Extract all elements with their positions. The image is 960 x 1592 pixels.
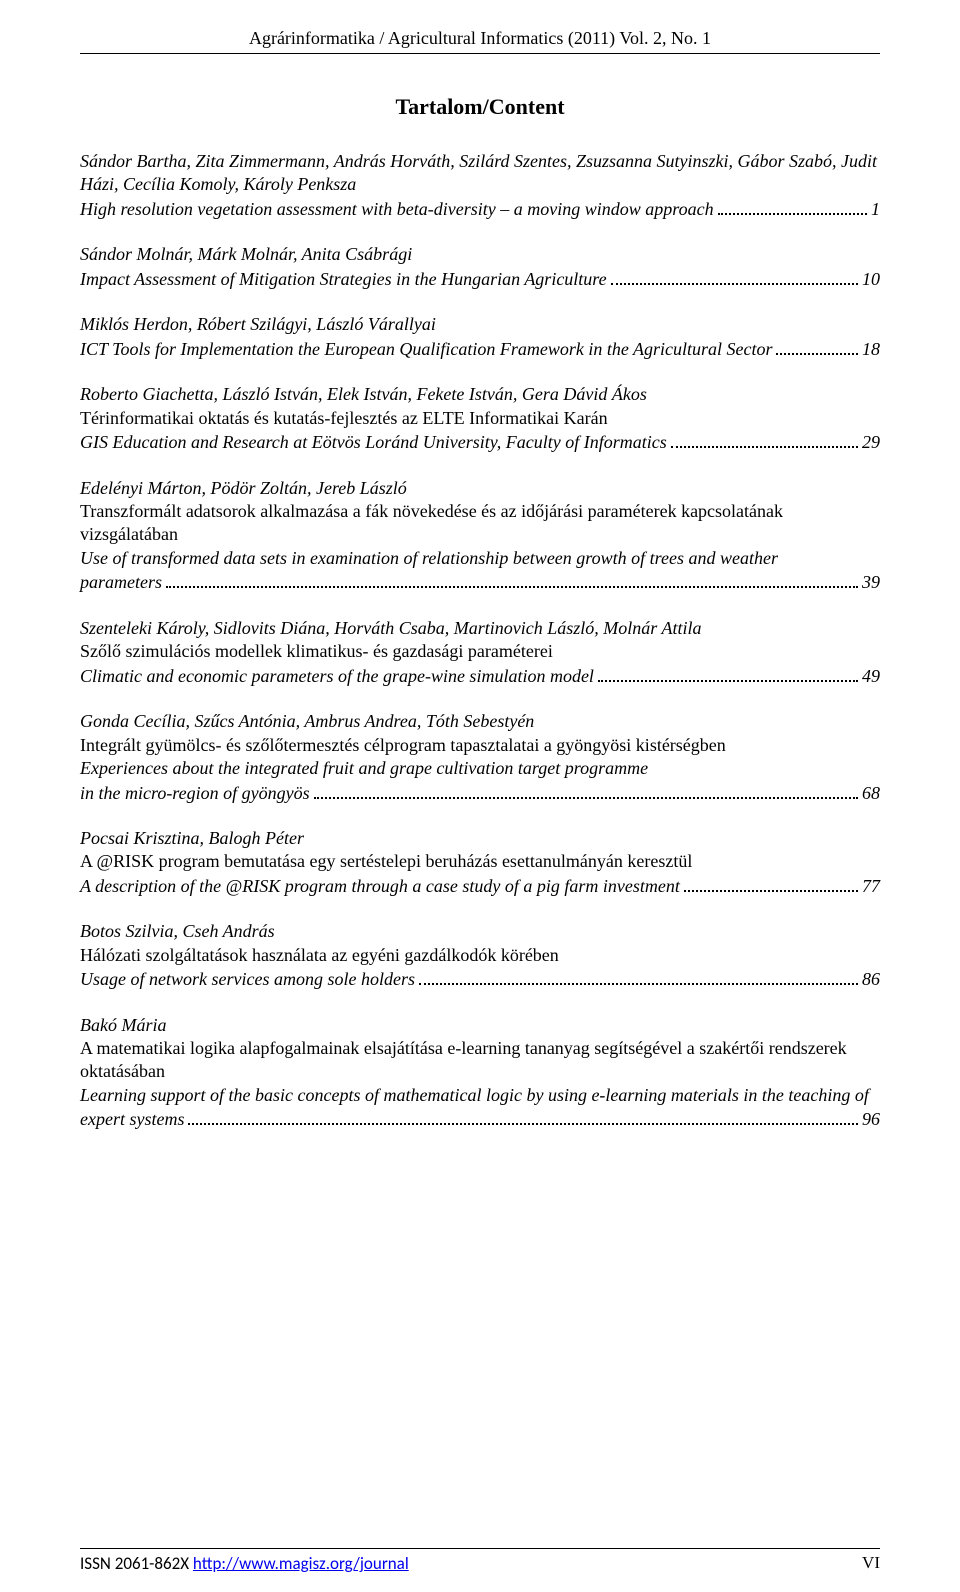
entry-title-en-lead: High resolution vegetation assessment wi… — [80, 198, 714, 221]
entry-authors: Bakó Mária — [80, 1014, 880, 1037]
entry-title-hu: A @RISK program bemutatása egy sertéstel… — [80, 850, 880, 873]
entry-leader-row: ICT Tools for Implementation the Europea… — [80, 337, 880, 362]
leader-dots — [166, 570, 858, 588]
toc-entry: Roberto Giachetta, László István, Elek I… — [80, 383, 880, 454]
entry-title-en-lead: A description of the @RISK program throu… — [80, 875, 680, 898]
toc-entry: Botos Szilvia, Cseh AndrásHálózati szolg… — [80, 920, 880, 991]
toc-entry: Szenteleki Károly, Sidlovits Diána, Horv… — [80, 617, 880, 688]
toc-entry: Sándor Bartha, Zita Zimmermann, András H… — [80, 150, 880, 221]
entry-title-hu: Integrált gyümölcs- és szőlőtermesztés c… — [80, 734, 880, 757]
entry-leader-row: Impact Assessment of Mitigation Strategi… — [80, 267, 880, 292]
journal-link[interactable]: http://www.magisz.org/journal — [193, 1553, 409, 1574]
entry-leader-row: expert systems 96 — [80, 1107, 880, 1132]
entry-page: 96 — [862, 1108, 880, 1131]
leader-dots — [718, 197, 867, 215]
entry-title-hu: A matematikai logika alapfogalmainak els… — [80, 1037, 880, 1084]
footer-left: ISSN 2061-862X http://www.magisz.org/jou… — [80, 1553, 409, 1574]
entry-page: 10 — [862, 268, 880, 291]
leader-dots — [419, 967, 858, 985]
entry-leader-row: Usage of network services among sole hol… — [80, 967, 880, 992]
toc-entry: Pocsai Krisztina, Balogh PéterA @RISK pr… — [80, 827, 880, 898]
leader-dots — [671, 430, 858, 448]
entry-title-en-lead: expert systems — [80, 1108, 184, 1131]
entry-title-hu: Szőlő szimulációs modellek klimatikus- é… — [80, 640, 880, 663]
entry-title-en-line: Learning support of the basic concepts o… — [80, 1084, 880, 1107]
leader-dots — [314, 780, 858, 798]
issn-text: ISSN 2061-862X — [80, 1553, 189, 1574]
entry-title-hu: Hálózati szolgáltatások használata az eg… — [80, 944, 880, 967]
running-header: Agrárinformatika / Agricultural Informat… — [80, 28, 880, 54]
leader-dots — [776, 337, 858, 355]
entry-page: 86 — [862, 968, 880, 991]
entry-authors: Botos Szilvia, Cseh András — [80, 920, 880, 943]
entry-authors: Szenteleki Károly, Sidlovits Diána, Horv… — [80, 617, 880, 640]
entry-leader-row: in the micro-region of gyöngyös 68 — [80, 780, 880, 805]
entry-title-hu: Transzformált adatsorok alkalmazása a fá… — [80, 500, 880, 547]
page: Agrárinformatika / Agricultural Informat… — [0, 0, 960, 1592]
entry-title-en-line: Use of transformed data sets in examinat… — [80, 547, 880, 570]
entry-title-hu: Térinformatikai oktatás és kutatás-fejle… — [80, 407, 880, 430]
entry-title-en-line: Experiences about the integrated fruit a… — [80, 757, 880, 780]
entry-page: 68 — [862, 782, 880, 805]
toc-list: Sándor Bartha, Zita Zimmermann, András H… — [80, 150, 880, 1132]
entry-leader-row: Climatic and economic parameters of the … — [80, 664, 880, 689]
entry-leader-row: GIS Education and Research at Eötvös Lor… — [80, 430, 880, 455]
entry-title-en-lead: parameters — [80, 571, 162, 594]
entry-leader-row: A description of the @RISK program throu… — [80, 874, 880, 899]
page-number: VI — [862, 1553, 880, 1574]
entry-page: 49 — [862, 665, 880, 688]
entry-leader-row: parameters 39 — [80, 570, 880, 595]
toc-entry: Edelényi Márton, Pödör Zoltán, Jereb Lás… — [80, 477, 880, 595]
entry-title-en-lead: in the micro-region of gyöngyös — [80, 782, 310, 805]
entry-page: 29 — [862, 431, 880, 454]
entry-title-en-lead: Usage of network services among sole hol… — [80, 968, 415, 991]
entry-title-en-lead: ICT Tools for Implementation the Europea… — [80, 338, 772, 361]
leader-dots — [684, 874, 858, 892]
entry-title-en-lead: Climatic and economic parameters of the … — [80, 665, 594, 688]
entry-authors: Miklós Herdon, Róbert Szilágyi, László V… — [80, 313, 880, 336]
entry-authors: Gonda Cecília, Szűcs Antónia, Ambrus And… — [80, 710, 880, 733]
entry-authors: Edelényi Márton, Pödör Zoltán, Jereb Lás… — [80, 477, 880, 500]
entry-title-en-lead: GIS Education and Research at Eötvös Lor… — [80, 431, 667, 454]
leader-dots — [598, 664, 858, 682]
toc-entry: Gonda Cecília, Szűcs Antónia, Ambrus And… — [80, 710, 880, 805]
entry-page: 39 — [862, 571, 880, 594]
entry-authors: Sándor Bartha, Zita Zimmermann, András H… — [80, 150, 880, 197]
entry-page: 18 — [862, 338, 880, 361]
entry-page: 1 — [871, 198, 880, 221]
toc-title: Tartalom/Content — [80, 94, 880, 120]
entry-page: 77 — [862, 875, 880, 898]
toc-entry: Bakó MáriaA matematikai logika alapfogal… — [80, 1014, 880, 1132]
entry-title-en-lead: Impact Assessment of Mitigation Strategi… — [80, 268, 607, 291]
entry-leader-row: High resolution vegetation assessment wi… — [80, 197, 880, 222]
entry-authors: Sándor Molnár, Márk Molnár, Anita Csábrá… — [80, 243, 880, 266]
toc-entry: Sándor Molnár, Márk Molnár, Anita Csábrá… — [80, 243, 880, 291]
leader-dots — [611, 267, 858, 285]
entry-authors: Roberto Giachetta, László István, Elek I… — [80, 383, 880, 406]
footer: ISSN 2061-862X http://www.magisz.org/jou… — [80, 1548, 880, 1574]
leader-dots — [188, 1107, 858, 1125]
entry-authors: Pocsai Krisztina, Balogh Péter — [80, 827, 880, 850]
toc-entry: Miklós Herdon, Róbert Szilágyi, László V… — [80, 313, 880, 361]
